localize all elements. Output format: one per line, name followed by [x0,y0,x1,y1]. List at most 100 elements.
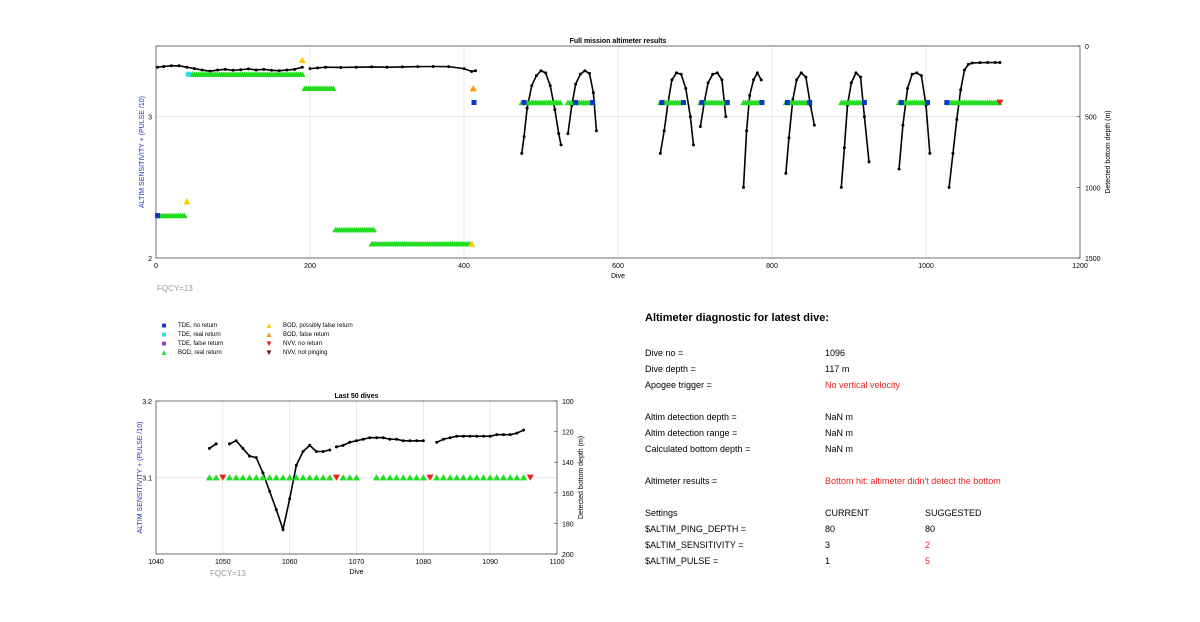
tde-marker [925,100,931,106]
marker [266,474,274,481]
y2-tick-label: 0 [1085,44,1089,51]
depth-point [812,123,816,127]
marker [399,474,407,481]
depth-point [246,67,250,71]
depth-point [910,72,914,76]
depth-point [239,68,243,72]
legend-label: TDE, no return [178,323,218,329]
depth-point [193,67,196,71]
depth-point [474,69,478,73]
depth-point [559,143,563,147]
depth-point [254,68,258,72]
marker [332,474,341,481]
depth-point [955,117,959,121]
series-bod-false-return [469,85,477,92]
y-tick-label: 3 [148,115,152,122]
depth-point [787,136,791,140]
y2-tick-label: 160 [562,491,574,498]
depth-point [679,72,683,76]
depth-point [308,443,312,447]
depth-point [574,82,578,86]
marker [513,474,521,481]
marker [466,474,474,481]
diag-value: Bottom hit: altimeter didn't detect the … [825,476,1001,486]
depth-point [906,86,910,90]
depth-point [308,67,312,71]
legend-item: ▼ NVV, no return [265,340,322,348]
bod-marker [370,226,378,233]
settings-header-row: Settings CURRENT SUGGESTED [645,508,1165,520]
bod-marker [299,71,306,77]
tde-marker [573,100,579,106]
depth-point [495,433,499,437]
tde-marker [724,100,730,106]
marker [996,99,1004,106]
tde-marker [185,71,191,77]
marker [292,474,300,481]
tde-marker [680,100,686,106]
diag-row: Dive depth = 117 m [645,364,1165,376]
x-tick-label: 400 [458,263,470,270]
marker [219,474,227,481]
depth-point [978,61,982,65]
marker [469,85,477,92]
legend-item: ■ TDE, false return [160,340,224,348]
depth-point [755,71,759,75]
legend-item: ■ TDE, no return [160,321,218,330]
marker [245,474,254,481]
y2-tick-label: 500 [1085,115,1097,122]
depth-point [462,67,466,71]
chart-title: Last 50 dives [335,393,379,400]
depth-line [229,439,330,533]
marker [183,198,191,205]
y2-axis-label: Detected bottom depth (m) [1105,110,1112,193]
depth-point [468,434,472,438]
setting-suggested: 80 [925,524,936,534]
depth-point [795,78,799,82]
depth-point [395,437,399,441]
depth-point [566,132,570,136]
y2-tick-label: 200 [562,552,574,559]
depth-point [919,74,923,78]
depth-line [309,65,476,73]
depth-point [375,436,379,440]
diag-label: Apogee trigger = [645,380,712,390]
depth-point [588,72,592,76]
depth-point [262,67,266,71]
depth-point [525,106,529,110]
tde-marker [155,213,161,219]
depth-point [156,65,160,69]
depth-point [553,108,557,112]
y2-tick-label: 120 [562,430,574,437]
depth-point [385,65,389,69]
series-detected-bottom-depth [207,428,526,533]
legend-symbol: ■ [161,330,167,339]
depth-point [928,151,932,155]
depth-point [415,439,419,443]
legend-symbol: ■ [161,321,167,330]
depth-point [784,171,788,175]
diag-value: 1096 [825,348,846,358]
depth-point [200,68,204,72]
marker [298,56,306,64]
diag-row: Altimeter results = Bottom hit: altimeter… [645,476,1165,488]
marker [299,474,307,481]
depth-point [441,437,445,441]
depth-point [662,129,666,133]
x-tick-label: 600 [612,263,624,270]
depth-point [208,69,212,73]
marker [386,474,394,481]
depth-point [475,434,479,438]
x-tick-label: 1050 [215,559,231,566]
depth-point [548,84,552,88]
depth-point [261,471,265,475]
depth-point [742,185,746,189]
y2-tick-label: 100 [562,399,574,406]
y2-tick-label: 1000 [1085,185,1101,192]
bod-marker [181,212,188,219]
depth-point [348,440,352,444]
setting-name: $ALTIM_PING_DEPTH = [645,524,747,534]
legend-item: ▲ BOD, possibly false return [265,322,353,330]
marker [205,474,214,481]
depth-point [854,71,858,75]
